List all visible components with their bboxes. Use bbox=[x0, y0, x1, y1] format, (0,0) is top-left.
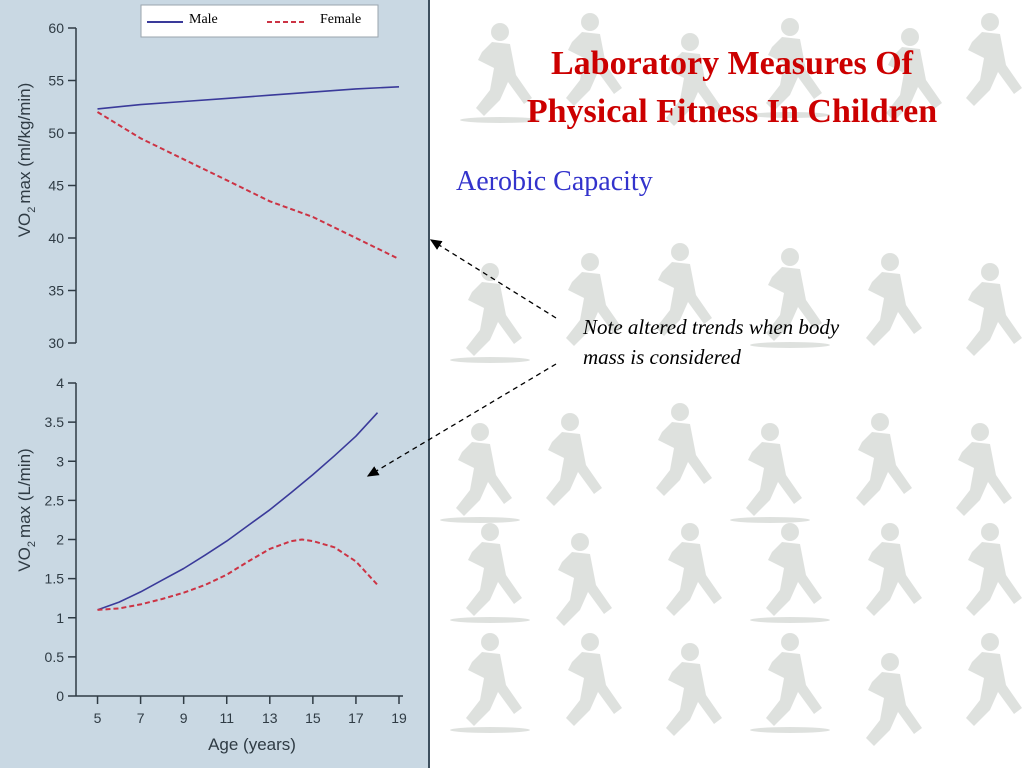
athlete-silhouette-icon bbox=[656, 403, 712, 496]
bottom-y-tick-label: 1 bbox=[56, 610, 64, 626]
athlete-silhouette-icon bbox=[440, 423, 520, 523]
top-y-tick-label: 30 bbox=[48, 335, 64, 351]
bottom-y-tick-label: 2 bbox=[56, 532, 64, 548]
x-tick-label: 9 bbox=[180, 710, 188, 726]
athlete-silhouette-icon bbox=[666, 643, 722, 736]
athlete-silhouette-icon bbox=[886, 28, 942, 121]
slide-title-line-2: Physical Fitness In Children bbox=[526, 93, 938, 130]
athlete-silhouette-icon bbox=[856, 413, 912, 506]
legend-male-label: Male bbox=[189, 12, 218, 27]
athlete-silhouette-icon bbox=[956, 423, 1012, 516]
athlete-silhouette-icon bbox=[750, 633, 830, 733]
athlete-silhouette-icon bbox=[566, 13, 622, 106]
top-y-tick-label: 55 bbox=[48, 73, 64, 89]
athlete-silhouette-icon bbox=[450, 263, 530, 363]
top-y-axis-title: VO2max (ml/kg/min) bbox=[15, 83, 38, 238]
bottom-y-tick-label: 1.5 bbox=[45, 571, 65, 587]
legend: Male Female bbox=[140, 4, 379, 38]
athlete-silhouette-icon bbox=[730, 423, 810, 523]
note-line-1: Note altered trends when body bbox=[583, 315, 840, 339]
x-tick-label: 17 bbox=[348, 710, 364, 726]
x-tick-label: 5 bbox=[94, 710, 102, 726]
arrow-to-relative-chart bbox=[429, 239, 557, 319]
x-tick-label: 15 bbox=[305, 710, 321, 726]
athlete-silhouette-icon bbox=[866, 653, 922, 746]
annotation-note: Note altered trends when body mass is co… bbox=[583, 312, 963, 372]
athlete-silhouette-icon bbox=[546, 413, 602, 506]
athlete-silhouette-icon bbox=[666, 33, 722, 126]
athlete-silhouette-icon bbox=[450, 523, 530, 623]
athlete-silhouette-icon bbox=[966, 523, 1022, 616]
athlete-silhouette-icon bbox=[450, 633, 530, 733]
athlete-silhouette-icon bbox=[966, 633, 1022, 726]
x-axis-title: Age (years) bbox=[208, 735, 296, 754]
note-line-2: mass is considered bbox=[583, 345, 741, 369]
athlete-silhouette-icon bbox=[750, 18, 830, 118]
athlete-silhouette-icon bbox=[966, 13, 1022, 106]
athlete-silhouette-icon bbox=[566, 633, 622, 726]
slide-title-line-1: Laboratory Measures Of bbox=[551, 45, 913, 82]
athlete-silhouette-icon bbox=[556, 533, 612, 626]
athlete-silhouette-icon bbox=[866, 523, 922, 616]
top-series-female-line bbox=[96, 111, 400, 260]
athlete-silhouette-icon bbox=[566, 253, 622, 346]
x-tick-label: 19 bbox=[391, 710, 407, 726]
top-y-tick-label: 50 bbox=[48, 125, 64, 141]
top-y-tick-label: 45 bbox=[48, 178, 64, 194]
athlete-silhouette-icon bbox=[750, 523, 830, 623]
chart-panel: Male Female 30 35 40 45 50 55 60 VO2max (ml/kg… bbox=[0, 0, 430, 768]
arrow-to-absolute-chart bbox=[366, 363, 557, 477]
bottom-y-tick-label: 4 bbox=[56, 375, 64, 391]
athlete-silhouette-icon bbox=[666, 523, 722, 616]
athlete-silhouette-icon bbox=[460, 23, 540, 123]
bottom-y-tick-label: 3 bbox=[56, 453, 64, 469]
athlete-silhouette-icon bbox=[966, 263, 1022, 356]
slide-subtitle: Aerobic Capacity bbox=[456, 166, 653, 197]
x-tick-label: 11 bbox=[219, 710, 234, 726]
athlete-silhouette-icon bbox=[866, 253, 922, 346]
bottom-series-male-line bbox=[97, 412, 379, 611]
top-y-tick-label: 60 bbox=[48, 20, 64, 36]
athlete-silhouette-icon bbox=[750, 248, 830, 348]
x-tick-label: 13 bbox=[262, 710, 278, 726]
athlete-silhouette-icon bbox=[656, 243, 712, 336]
slide-title: Laboratory Measures Of Physical Fitness … bbox=[440, 40, 1024, 136]
top-series-male-line bbox=[97, 86, 400, 110]
bottom-y-tick-label: 0.5 bbox=[45, 649, 65, 665]
legend-female-label: Female bbox=[320, 12, 361, 27]
bottom-y-tick-label: 3.5 bbox=[45, 414, 65, 430]
x-tick-label: 7 bbox=[137, 710, 145, 726]
top-y-tick-label: 35 bbox=[48, 283, 64, 299]
bottom-y-tick-label: 0 bbox=[56, 688, 64, 704]
bottom-y-tick-label: 2.5 bbox=[45, 492, 65, 508]
bottom-y-axis-title: VO2max (L/min) bbox=[15, 448, 38, 571]
top-y-tick-label: 40 bbox=[48, 230, 64, 246]
